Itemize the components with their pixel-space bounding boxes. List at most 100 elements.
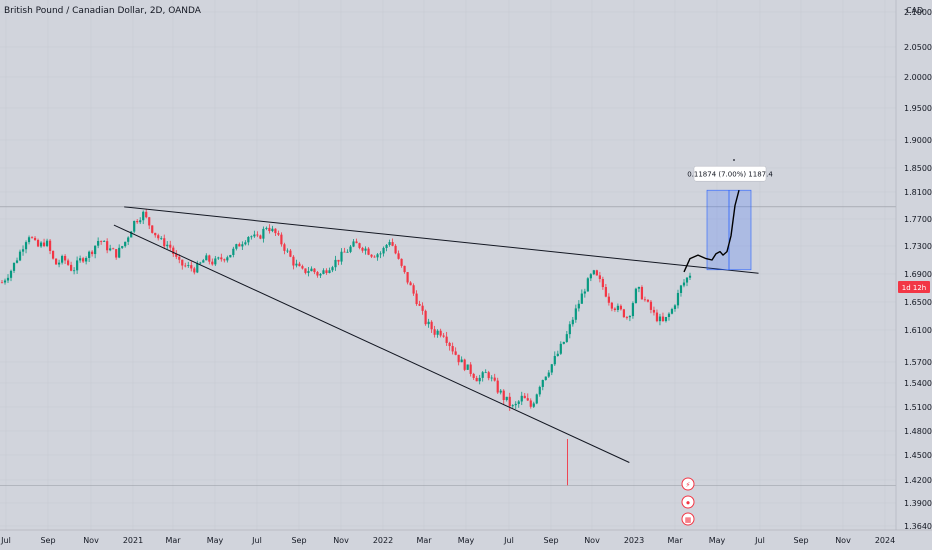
candle-body — [328, 270, 331, 273]
time-tick-label: May — [709, 536, 726, 545]
candle-body — [172, 247, 175, 254]
candle-body — [112, 248, 115, 250]
candle-body — [532, 403, 535, 407]
candle-body — [475, 377, 478, 382]
measure-tool[interactable]: 0.11874 (7.00%) 1187.4 — [687, 159, 773, 271]
candle-body — [634, 288, 638, 304]
price-tag-bg — [898, 281, 930, 293]
candle-body — [403, 265, 406, 273]
price-tick-label: 1.73000 — [904, 242, 932, 251]
candle-body — [505, 396, 508, 400]
event-markers[interactable]: ⚡ ⏺ ▦ — [681, 477, 695, 526]
candle-body — [364, 248, 367, 251]
candle-body — [51, 250, 55, 259]
candle-body — [76, 260, 79, 271]
candle-body — [271, 228, 274, 232]
candle-body — [199, 262, 202, 264]
symbol-title[interactable]: British Pound / Canadian Dollar, 2D, OAN… — [4, 6, 202, 16]
candle-body — [94, 245, 97, 255]
candle-body — [169, 244, 172, 248]
candle-body — [190, 265, 193, 269]
candle-body — [313, 268, 316, 273]
candle-body — [682, 282, 686, 286]
horizontal-lines — [0, 206, 896, 486]
candle-body — [601, 279, 604, 288]
candle-body — [226, 257, 229, 261]
candle-body — [445, 336, 448, 343]
candle-body — [568, 324, 571, 335]
candle-body — [502, 390, 505, 400]
candle-body — [151, 225, 154, 233]
candle-body — [418, 304, 421, 306]
candle-body — [565, 334, 568, 342]
candle-body — [562, 341, 565, 344]
candle-body — [343, 251, 346, 253]
candle-body — [289, 250, 292, 257]
candle-body — [121, 246, 124, 248]
candle-body — [358, 243, 361, 248]
candle-body — [118, 247, 121, 258]
candle-body — [127, 237, 130, 242]
candle-body — [85, 257, 88, 262]
candle-body — [400, 258, 403, 266]
candle-body — [670, 309, 674, 314]
candle-body — [202, 260, 205, 263]
candle-body — [625, 317, 629, 318]
candle-body — [229, 254, 232, 258]
price-axis[interactable] — [896, 0, 932, 530]
candle-body — [559, 343, 562, 354]
price-axis-ticks: 2.10000 2.05000 2.00000 1.95000 1.90000 1.850… — [904, 8, 932, 531]
price-tick-label: 1.54000 — [904, 379, 932, 388]
candle-body — [673, 305, 677, 310]
measure-label-box — [693, 165, 767, 182]
lightning-icon-glyph: ⚡ — [686, 481, 691, 489]
candle-body — [361, 247, 364, 251]
current-price-tag: 1d 12h — [898, 281, 930, 293]
candle-body — [241, 244, 244, 247]
price-tick-label: 1.81000 — [904, 188, 932, 197]
candle-body — [391, 242, 394, 246]
candle-body — [166, 244, 169, 247]
candle-body — [316, 272, 319, 276]
price-tick-label: 1.57000 — [904, 358, 932, 367]
time-tick-label: Mar — [667, 536, 683, 545]
candle-body — [42, 242, 46, 247]
candle-body — [436, 330, 439, 335]
candle-body — [406, 272, 409, 283]
candle-body — [36, 239, 40, 247]
candle-body — [175, 253, 178, 257]
candle-body — [259, 235, 262, 239]
candle-body — [60, 255, 64, 263]
price-tick-label: 1.51000 — [904, 403, 932, 412]
candle-body — [283, 244, 286, 251]
candle-body — [409, 282, 412, 286]
candle-body — [130, 231, 133, 238]
currency-label: CAD — [906, 6, 923, 15]
candle-body — [33, 237, 37, 240]
candle-body — [487, 372, 490, 379]
price-tick-label: 2.10000 — [904, 8, 932, 17]
candle-body — [598, 275, 601, 280]
candle-body — [322, 270, 325, 274]
candle-body — [385, 244, 388, 248]
candle-body — [526, 398, 529, 401]
time-tick-label: Nov — [83, 536, 99, 545]
price-tick-label: 1.45000 — [904, 451, 932, 460]
time-tick-label: 2021 — [123, 536, 143, 545]
candle-body — [643, 299, 647, 301]
price-tick-label: 2.00000 — [904, 73, 932, 82]
trendlines[interactable] — [113, 206, 759, 463]
candle-body — [178, 256, 181, 260]
candle-body — [319, 273, 322, 276]
candle-body — [607, 296, 610, 303]
candle-body — [63, 255, 67, 261]
candle-body — [298, 263, 301, 267]
forecast-path[interactable] — [683, 190, 740, 273]
candle-body — [592, 270, 595, 275]
candle-body — [346, 251, 349, 253]
candle-body — [661, 316, 665, 322]
forecast-line — [683, 190, 740, 273]
candle-body — [295, 263, 298, 266]
candle-body — [301, 266, 304, 269]
